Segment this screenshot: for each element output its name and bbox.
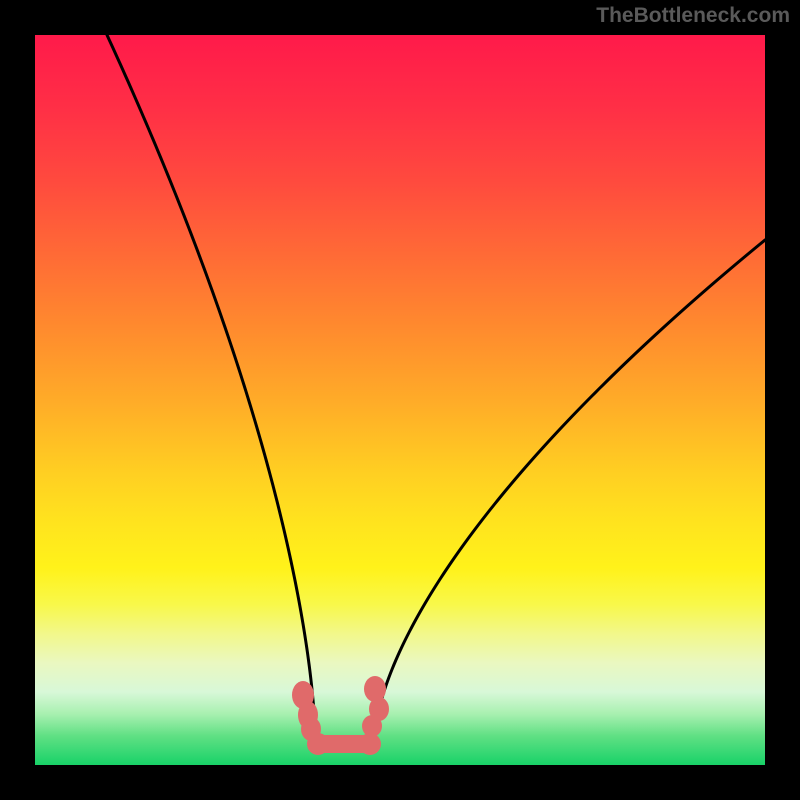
plot-svg: [35, 35, 765, 765]
gradient-background: [35, 35, 765, 765]
plot-area: [35, 35, 765, 765]
chart-frame: TheBottleneck.com: [0, 0, 800, 800]
marker-bead: [362, 715, 382, 737]
marker-bead: [301, 717, 321, 741]
watermark-text: TheBottleneck.com: [596, 4, 790, 28]
